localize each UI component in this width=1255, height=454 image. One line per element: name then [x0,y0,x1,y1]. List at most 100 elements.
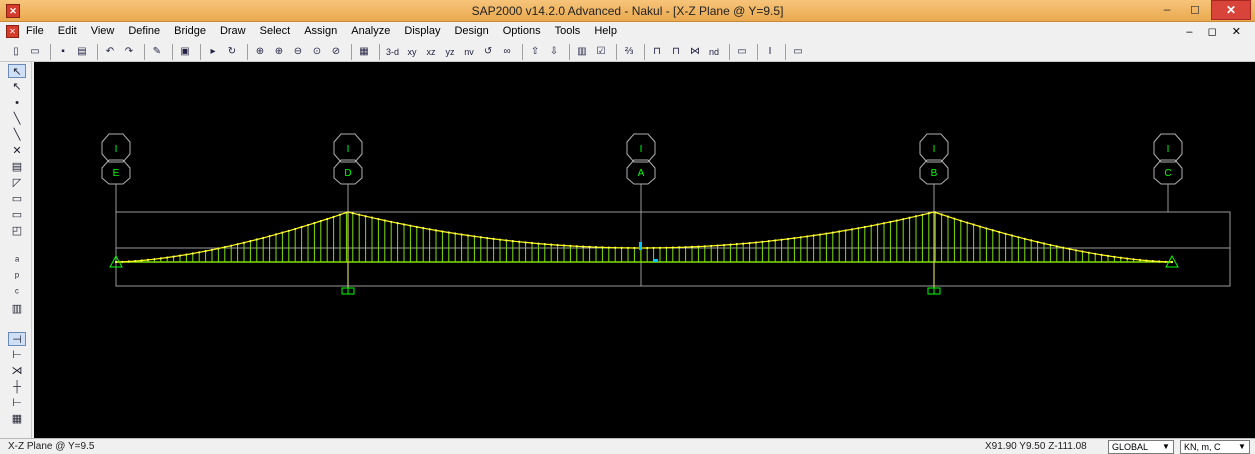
view-xz-button[interactable]: xz [426,46,436,57]
frame-forces-icon[interactable]: I [768,45,772,57]
pencil-icon[interactable]: ✎ [152,45,162,57]
shrink-objects-icon[interactable]: ⅔ [624,45,634,57]
select-intersecting-icon[interactable]: ▥ [11,303,23,315]
zoom-out-icon[interactable]: ⊖ [293,45,303,57]
cable-node [127,260,130,263]
cable-node [934,211,937,214]
minimize-button[interactable]: – [1163,2,1171,16]
open-icon[interactable]: ▭ [30,45,40,57]
view-yz-button[interactable]: yz [445,46,455,57]
draw-solid-icon[interactable]: ◰ [11,225,23,237]
set-display-options-icon[interactable]: ▥ [577,45,587,57]
quick-draw-area-icon[interactable]: ▭ [11,209,23,221]
chevron-down-icon[interactable]: ▼ [1238,442,1246,451]
document-icon[interactable]: ✕ [6,25,19,38]
units-select[interactable]: KN, m, C ▼ [1180,440,1250,454]
draw-rect-area-icon[interactable]: ▭ [11,193,23,205]
cable-node [434,229,438,232]
sap-logo-icon[interactable]: ✕ [6,4,20,18]
undo-icon[interactable]: ↶ [105,45,115,57]
view-3d-button[interactable]: 3-d [386,46,400,57]
menu-view[interactable]: View [90,25,115,37]
snap-ends-icon[interactable]: ⊢ [12,349,22,361]
draw-joint-icon[interactable]: • [15,97,19,109]
menu-help[interactable]: Help [594,25,617,37]
draw-braces-icon[interactable]: ✕ [12,145,22,157]
rotate-view-icon[interactable]: ↺ [483,45,493,57]
coord-system-select[interactable]: GLOBAL ▼ [1108,440,1174,454]
zoom-in-icon[interactable]: ⊕ [274,45,284,57]
menu-bridge[interactable]: Bridge [174,25,206,37]
menu-analyze[interactable]: Analyze [351,25,391,37]
deformed-shape-icon[interactable]: ⋈ [690,45,701,57]
quick-draw-frame-icon[interactable]: ╲ [13,129,21,141]
draw-secondary-beams-icon[interactable]: ▤ [11,161,23,173]
pointer-icon[interactable]: ↖ [8,64,26,78]
cable-node [402,223,406,226]
draw-frame-icon[interactable]: ╲ [13,113,21,125]
run-analysis-icon[interactable]: ▸ [210,45,216,57]
view-nd-button[interactable]: nd [709,46,720,57]
view-xy-button[interactable]: xy [407,46,417,57]
menu-draw[interactable]: Draw [219,25,246,37]
previous-selection-icon[interactable]: ᵖ [14,271,20,283]
select-all-icon[interactable]: ᵃ [14,255,20,267]
menu-design[interactable]: Design [454,25,489,37]
chevron-down-icon[interactable]: ▼ [1162,442,1170,451]
menu-options[interactable]: Options [502,25,541,37]
cable-node [665,246,668,249]
frame-section-icon[interactable]: ⊓ [653,45,661,57]
grid-label-top: I [640,144,643,155]
zoom-window-icon[interactable]: ⊕ [255,45,265,57]
refresh-view-icon[interactable]: ↻ [227,45,237,57]
cable-node [876,223,879,226]
show-tables-icon[interactable]: ▭ [793,45,803,57]
zoom-full-icon[interactable]: ⊙ [312,45,322,57]
new-model-icon[interactable]: ▯ [13,45,19,57]
snap-joints-icon[interactable]: ⊣ [8,332,26,346]
menu-select[interactable]: Select [259,25,291,37]
open-folder-icon[interactable]: ▭ [737,45,747,57]
menu-display[interactable]: Display [404,25,441,37]
save-icon[interactable]: ▪ [61,45,65,57]
toolbar-divider [172,43,173,60]
draw-poly-area-icon[interactable]: ◸ [12,177,22,189]
close-button[interactable]: ✕ [1211,0,1251,20]
menu-file[interactable]: File [26,25,44,37]
model-view-canvas[interactable]: I E I D I A I B [34,62,1255,438]
checkbox-options-icon[interactable]: ☑ [596,45,606,57]
print-icon[interactable]: ▤ [77,45,87,57]
cable-node [486,236,489,240]
cable-node [863,225,866,229]
cable-node [614,246,617,249]
snap-intersections-icon[interactable]: ⋊ [11,365,23,377]
cable-node [185,253,188,256]
menu-tools[interactable]: Tools [554,25,581,37]
reshape-icon[interactable]: ↖ [12,81,22,93]
snap-lines-icon[interactable]: ⊢ [12,397,22,409]
redo-icon[interactable]: ↷ [124,45,134,57]
pan-icon[interactable]: ▦ [359,45,369,57]
snap-fine-grid-icon[interactable]: ▦ [11,413,23,425]
frame-releases-icon[interactable]: ⊓ [672,45,680,57]
move-up-icon[interactable]: ⇧ [530,45,540,57]
menu-assign[interactable]: Assign [304,25,338,37]
toolbar-divider [200,43,201,60]
grid-label-bottom: B [931,168,938,179]
mdi-window-controls[interactable]: – ◻ ✕ [1186,26,1247,38]
menu-define[interactable]: Define [128,25,161,37]
zoom-previous-icon[interactable]: ⊘ [331,45,341,57]
move-down-icon[interactable]: ⇩ [549,45,559,57]
view-nv-button[interactable]: nv [464,46,474,57]
toolbar-divider [144,43,145,60]
view-plane-label: X-Z Plane @ Y=9.5 [8,441,95,452]
lock-icon[interactable]: ▣ [180,45,190,57]
cable-node [870,224,873,227]
snap-perpendicular-icon[interactable]: ┼ [13,381,21,393]
perspective-icon[interactable]: ∞ [503,45,511,57]
draw-toolbar: ↖ ↖ • ╲ ╲ ✕ ▤ ◸ ▭ ▭ ◰ ᵃ ᵖ ᶜ ▥ ⊣ ⊢ ⋊ ┼ ⊢ … [0,62,32,438]
clear-selection-icon[interactable]: ᶜ [15,287,19,299]
maximize-button[interactable]: ◻ [1190,2,1200,16]
cable-node [428,228,431,231]
menu-edit[interactable]: Edit [57,25,77,37]
